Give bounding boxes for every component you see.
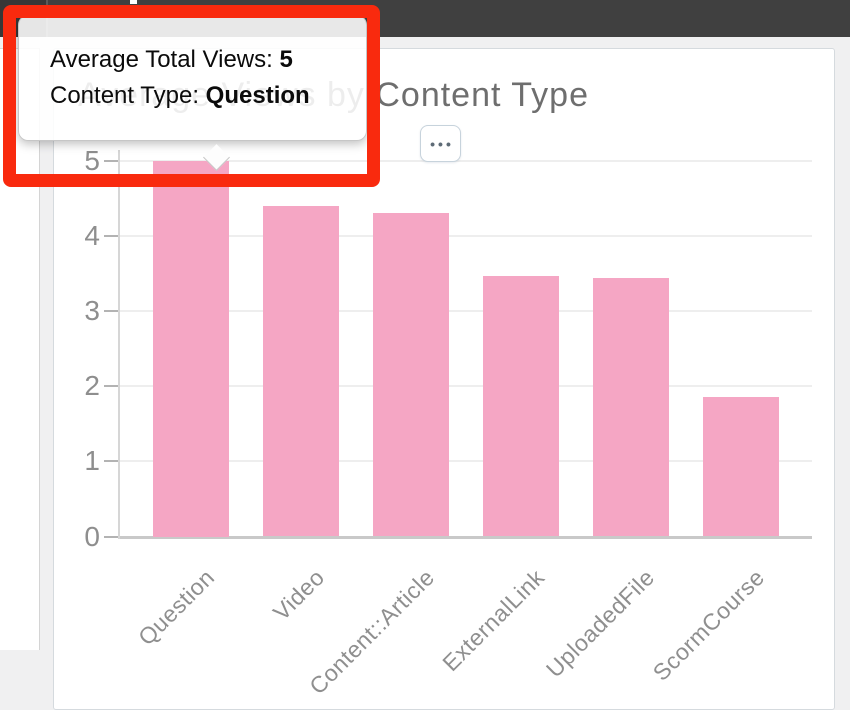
tooltip-metric-value: 5 xyxy=(279,46,293,73)
bar-scormcourse[interactable] xyxy=(703,396,779,537)
bar-video[interactable] xyxy=(263,205,339,537)
tooltip-category-value: Question xyxy=(205,82,310,109)
bar-content-article[interactable] xyxy=(373,213,449,537)
top-bar-notch xyxy=(130,0,137,4)
tooltip-category-line: Content Type: Question xyxy=(50,82,310,109)
bar-uploadedfile[interactable] xyxy=(593,277,669,537)
ellipsis-icon: ••• xyxy=(430,135,454,152)
tooltip-metric-line: Average Total Views: 5 xyxy=(50,46,293,73)
chart-tooltip: Average Total Views: 5 Content Type: Que… xyxy=(18,15,367,171)
bar-question[interactable] xyxy=(153,160,229,537)
bar-externallink[interactable] xyxy=(483,275,559,537)
card-menu-button[interactable]: ••• xyxy=(420,125,461,162)
